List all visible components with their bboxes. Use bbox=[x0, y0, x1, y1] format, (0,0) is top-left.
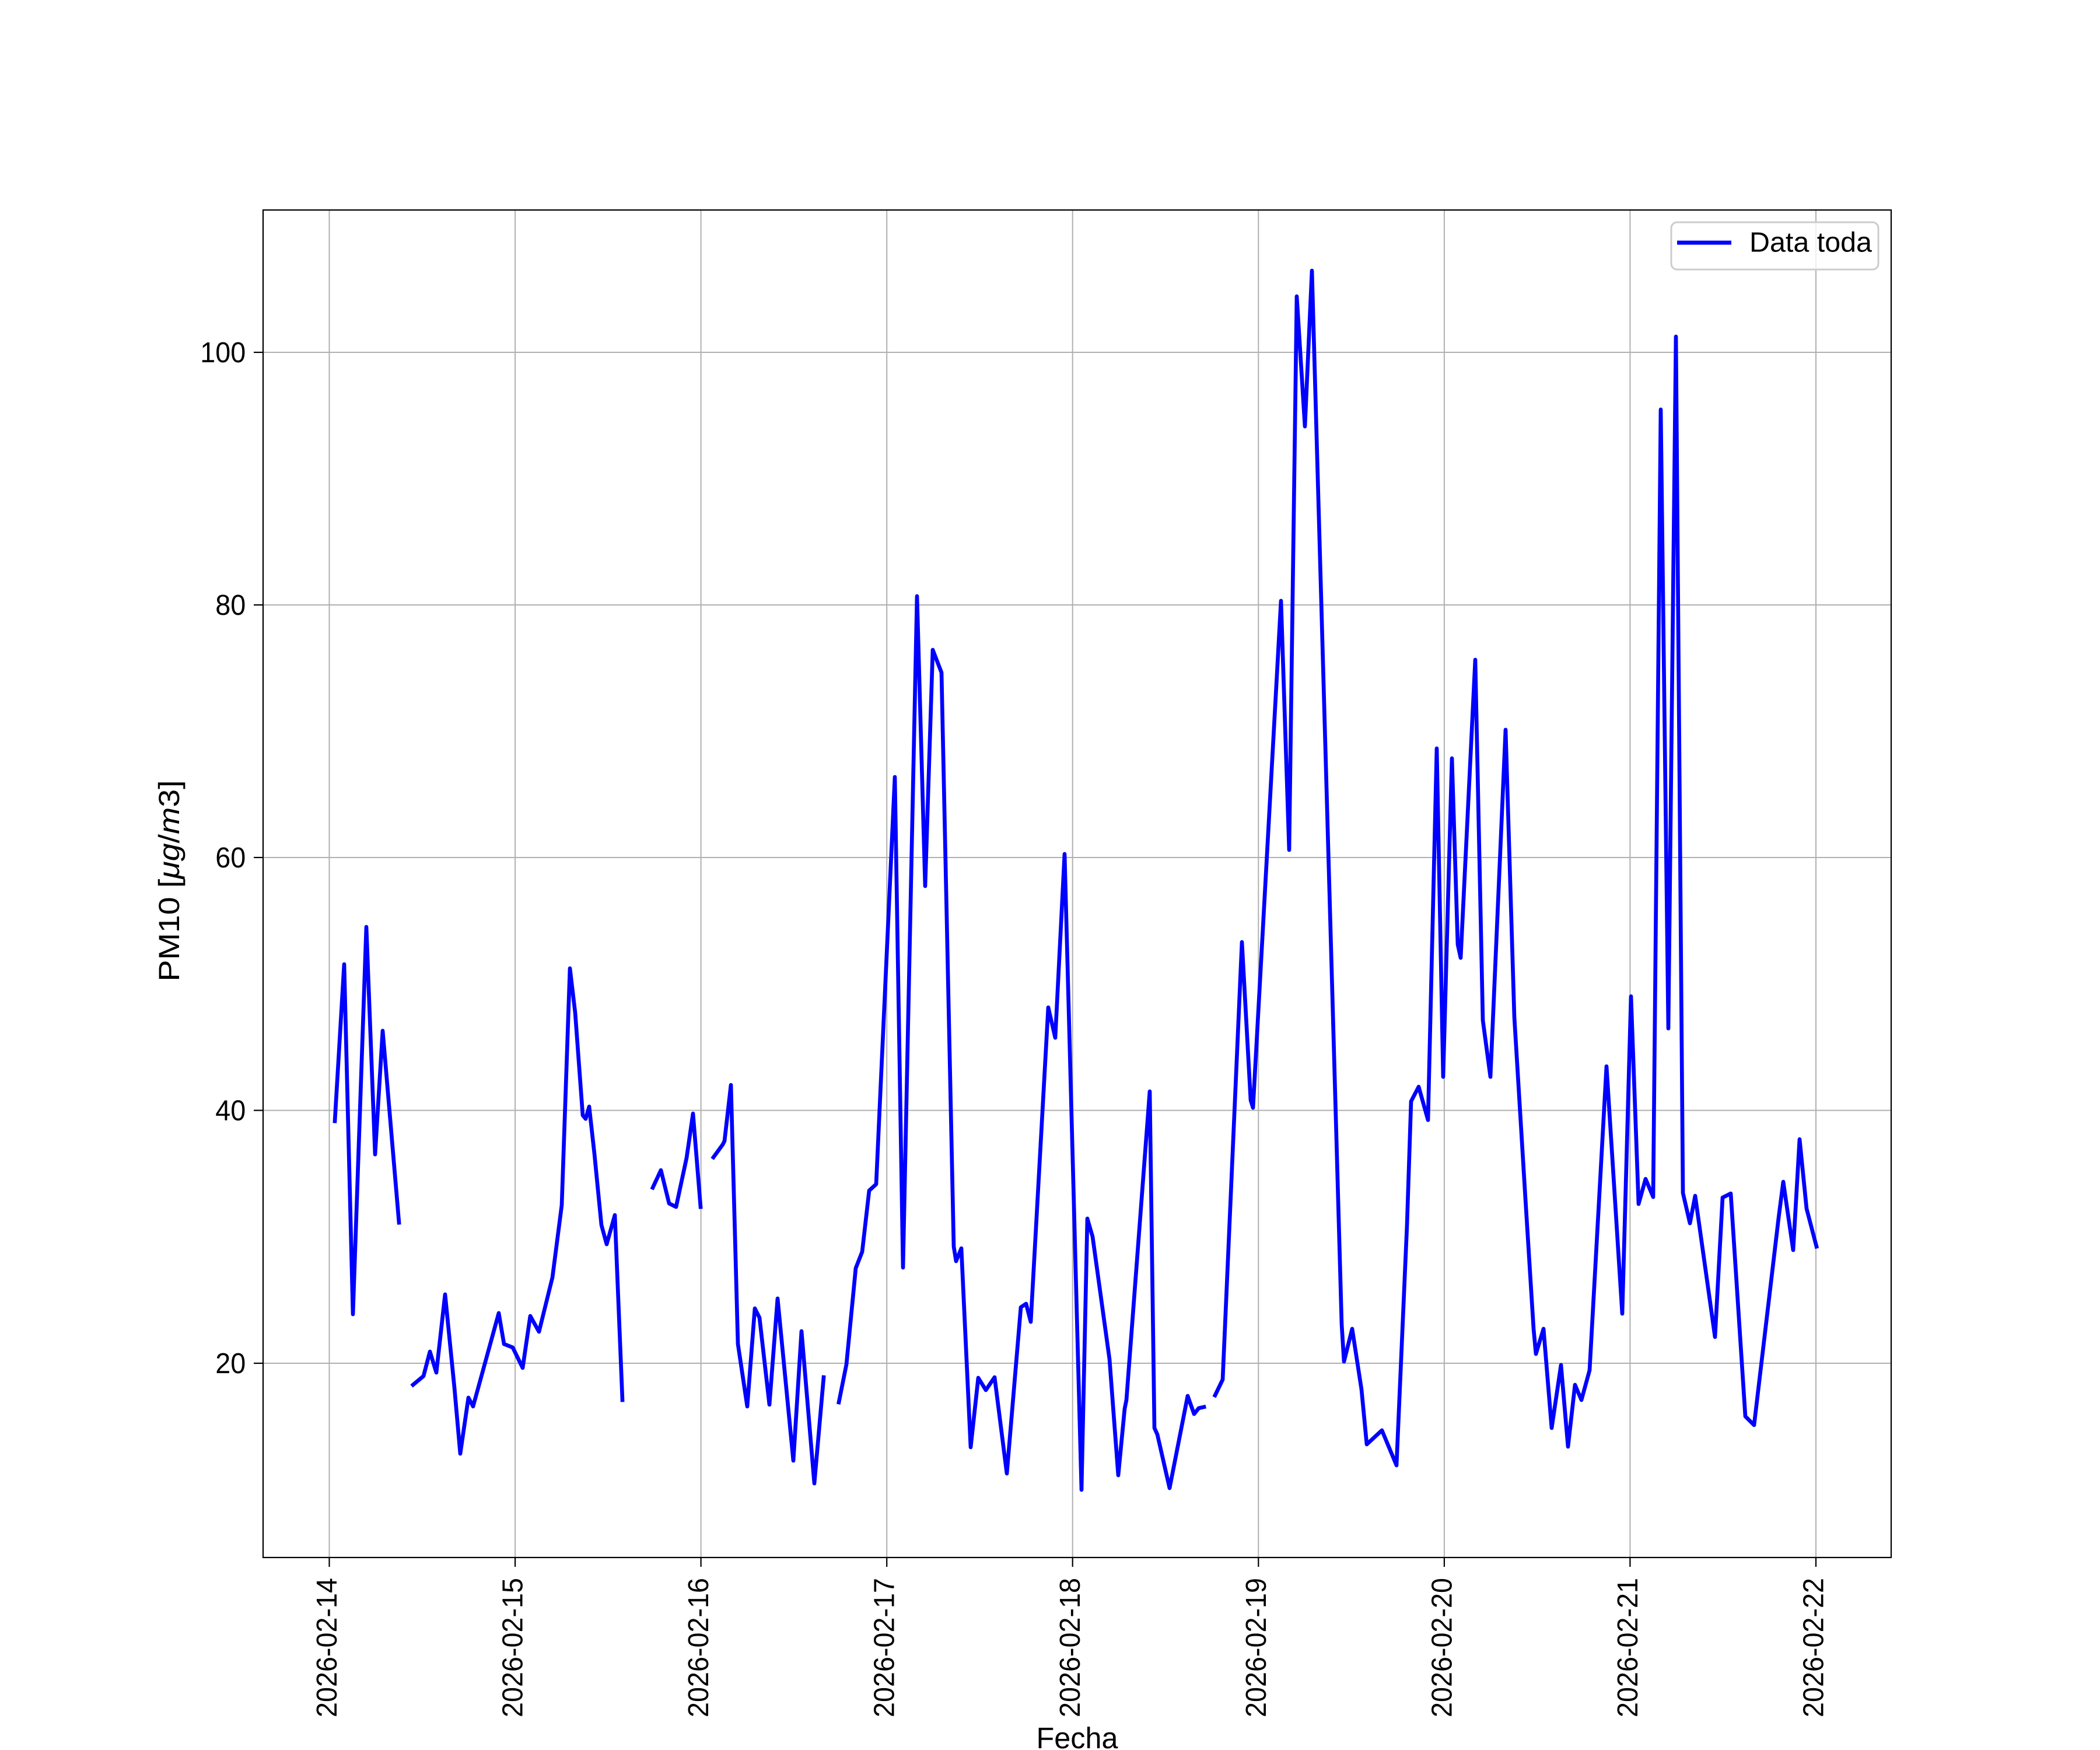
svg-text:100: 100 bbox=[200, 337, 246, 369]
svg-text:40: 40 bbox=[215, 1095, 246, 1127]
svg-text:2026-02-19: 2026-02-19 bbox=[1240, 1578, 1272, 1717]
svg-text:2026-02-18: 2026-02-18 bbox=[1054, 1578, 1086, 1717]
svg-text:2026-02-14: 2026-02-14 bbox=[311, 1578, 343, 1717]
svg-text:20: 20 bbox=[215, 1348, 246, 1380]
svg-text:80: 80 bbox=[215, 589, 246, 621]
svg-text:2026-02-16: 2026-02-16 bbox=[682, 1578, 715, 1717]
svg-text:2026-02-17: 2026-02-17 bbox=[869, 1578, 901, 1717]
svg-text:2026-02-21: 2026-02-21 bbox=[1612, 1578, 1644, 1717]
svg-text:60: 60 bbox=[215, 842, 246, 874]
svg-text:Fecha: Fecha bbox=[1037, 1721, 1119, 1750]
svg-text:2026-02-20: 2026-02-20 bbox=[1426, 1578, 1458, 1717]
svg-text:PM10 [μg/m3]: PM10 [μg/m3] bbox=[153, 780, 186, 982]
svg-text:2026-02-15: 2026-02-15 bbox=[497, 1578, 529, 1717]
svg-text:2026-02-22: 2026-02-22 bbox=[1798, 1578, 1830, 1717]
svg-text:Data toda: Data toda bbox=[1749, 228, 1872, 258]
